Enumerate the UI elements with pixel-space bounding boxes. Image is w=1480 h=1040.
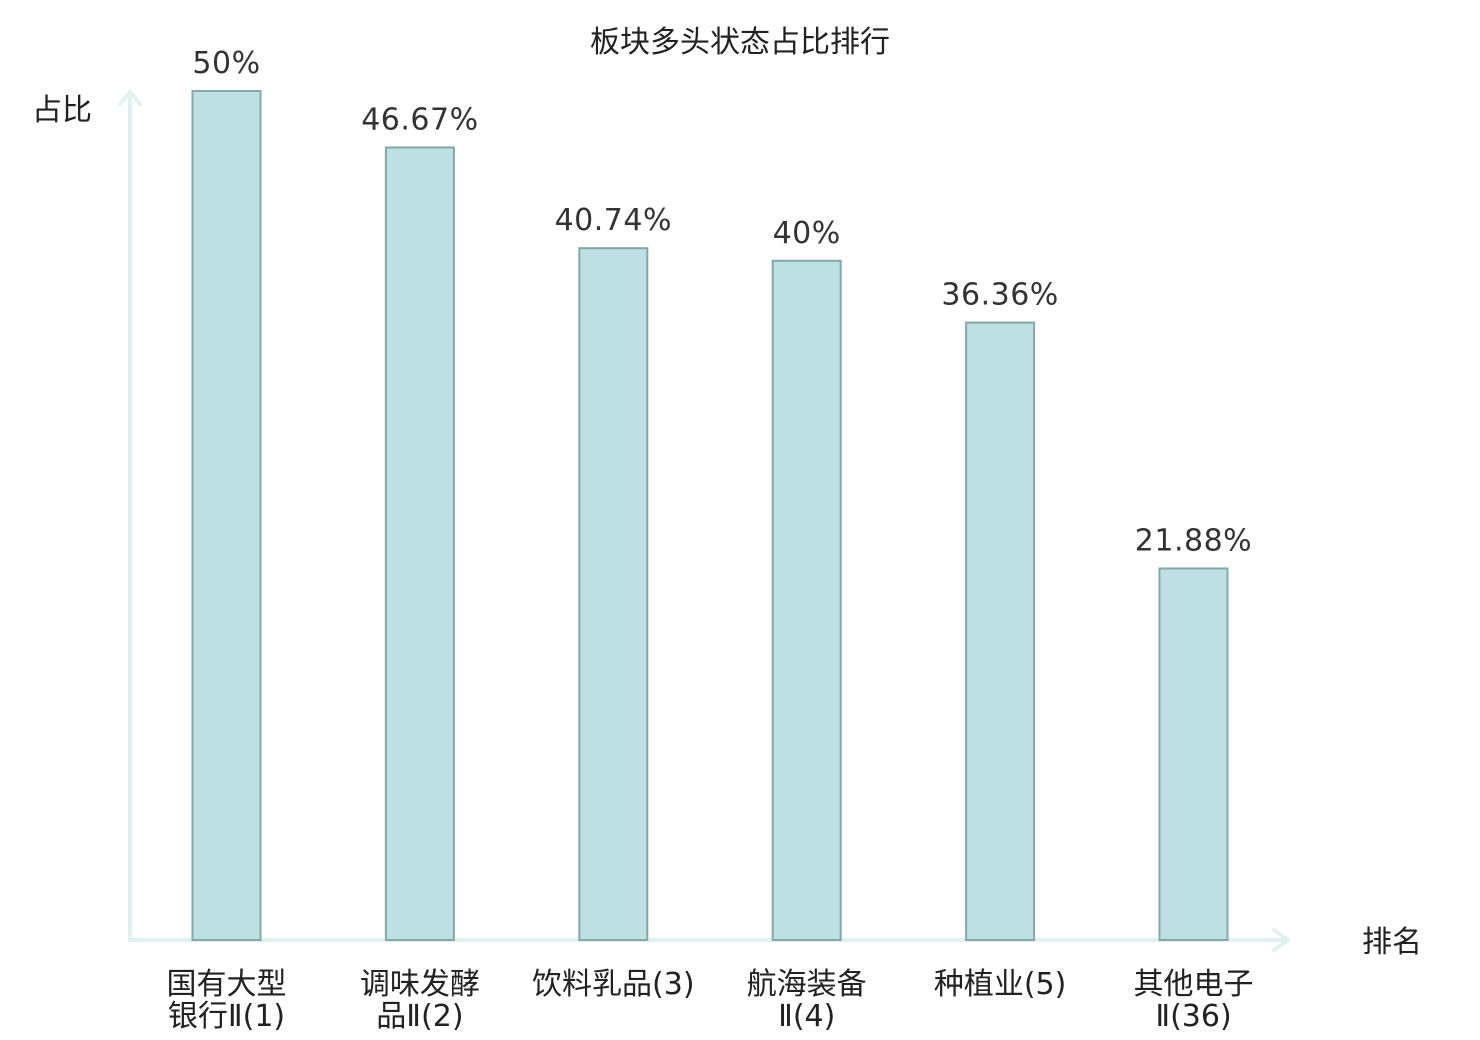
x-axis-label: 排名 (1362, 925, 1422, 960)
category-label: Ⅱ(36) (1155, 999, 1231, 1034)
category-label: 调味发酵 (360, 967, 480, 1002)
bar (965, 321, 1036, 942)
value-label: 40% (773, 216, 841, 251)
category-label: 品Ⅱ(2) (376, 999, 463, 1034)
category-label: 饮料乳品(3) (532, 967, 695, 1002)
value-label: 36.36% (941, 278, 1058, 313)
value-label: 40.74% (555, 203, 672, 238)
category-label: 国有大型 (167, 967, 287, 1002)
bar (384, 146, 455, 941)
bar (771, 259, 842, 941)
axes (118, 90, 1290, 952)
category-label: Ⅱ(4) (778, 999, 835, 1034)
y-axis-arrow (118, 90, 142, 106)
category-label: 航海装备 (747, 967, 867, 1002)
value-label: 21.88% (1135, 524, 1252, 559)
category-label: 种植业(5) (934, 967, 1067, 1002)
bar (1158, 567, 1229, 941)
bar (578, 247, 649, 941)
bar (191, 90, 262, 941)
category-label: 银行Ⅱ(1) (168, 999, 285, 1034)
bars-group (191, 90, 1229, 942)
chart-title: 板块多头状态占比排行 (590, 25, 890, 60)
x-axis-arrow (1272, 928, 1290, 952)
category-label: 其他电子 (1134, 967, 1254, 1002)
value-labels-group: 50% 46.67% 40.74% 40% 36.36% 21.88% (192, 46, 1252, 559)
value-label: 50% (192, 46, 260, 81)
y-axis-label: 占比 (32, 93, 92, 128)
value-label: 46.67% (361, 103, 478, 138)
